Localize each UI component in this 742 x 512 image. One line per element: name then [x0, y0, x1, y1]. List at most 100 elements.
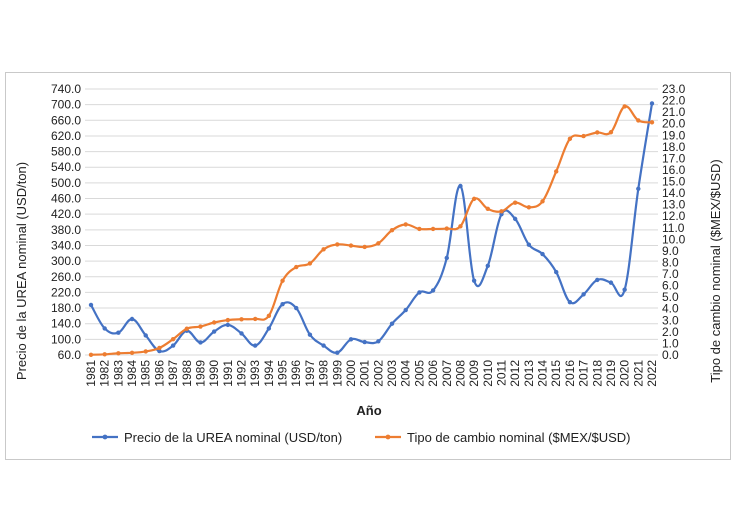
x-tick-label: 2011	[494, 360, 508, 386]
x-tick-label: 1998	[317, 360, 331, 387]
data-point	[403, 307, 408, 313]
data-point	[430, 226, 436, 232]
data-point	[430, 288, 436, 293]
x-tick-label: 1997	[303, 360, 317, 387]
data-point	[280, 278, 285, 283]
y-right-tick-label: 8.0	[662, 255, 679, 269]
data-point	[376, 339, 381, 344]
data-point	[225, 317, 231, 323]
data-point	[608, 130, 614, 135]
y-left-tick-label: 140.0	[51, 317, 81, 331]
x-tick-label: 1993	[248, 360, 262, 387]
x-tick-label: 2016	[563, 360, 577, 387]
y-right-tick-label: 1.0	[662, 336, 679, 350]
data-point	[88, 302, 94, 308]
x-tick-label: 2018	[590, 360, 604, 387]
y-left-tick-label: 300.0	[51, 254, 81, 268]
data-point	[444, 255, 449, 261]
data-point	[170, 336, 176, 342]
y-right-tick-label: 21.0	[662, 105, 686, 119]
y-left-tick-label: 260.0	[51, 270, 81, 284]
x-tick-label: 2021	[631, 360, 645, 387]
data-point	[485, 263, 491, 269]
data-point	[512, 216, 518, 222]
y-right-tick-label: 4.0	[662, 302, 679, 316]
x-tick-label: 1986	[152, 360, 166, 387]
data-point	[458, 183, 463, 189]
x-tick-label: 1999	[330, 360, 344, 387]
data-point	[567, 136, 573, 142]
x-tick-label: 2019	[604, 360, 618, 387]
y-right-tick-label: 11.0	[662, 221, 685, 235]
y-right-tick-label: 9.0	[662, 244, 679, 258]
data-point	[116, 351, 121, 356]
data-point	[485, 206, 491, 212]
x-tick-label: 1982	[98, 360, 112, 387]
data-point	[143, 349, 148, 354]
x-tick-label: 2000	[344, 360, 358, 387]
data-point	[102, 352, 107, 357]
x-tick-label: 1988	[180, 360, 194, 387]
x-tick-label: 1995	[276, 360, 290, 387]
data-point	[157, 345, 162, 351]
legend-label: Tipo de cambio nominal ($MEX/$USD)	[407, 430, 631, 445]
data-point	[307, 261, 313, 266]
data-point	[389, 228, 395, 233]
data-point	[321, 343, 326, 348]
data-point	[458, 224, 463, 229]
data-point	[649, 120, 655, 125]
data-point	[116, 330, 121, 335]
y-right-tick-label: 10.0	[662, 232, 686, 246]
data-point	[595, 130, 600, 135]
y-left-tick-label: 540.0	[51, 160, 81, 174]
data-point	[471, 278, 477, 283]
y-right-tick-label: 13.0	[662, 198, 686, 212]
y-left-tick-label: 620.0	[51, 129, 81, 143]
data-point	[252, 316, 258, 322]
x-tick-label: 2005	[412, 360, 426, 387]
data-point	[280, 301, 285, 307]
data-point	[649, 101, 655, 106]
chart-svg: 60.0100.0140.0180.0220.0260.0300.0340.03…	[14, 82, 723, 445]
data-point	[198, 340, 203, 345]
data-point	[211, 329, 217, 334]
y-left-tick-label: 220.0	[51, 285, 81, 299]
x-tick-label: 2007	[440, 360, 454, 387]
data-point	[581, 133, 586, 139]
data-point	[622, 104, 627, 109]
y-left-tick-label: 340.0	[51, 238, 81, 252]
data-point	[403, 222, 408, 227]
data-point	[636, 118, 641, 123]
legend-marker	[385, 434, 391, 440]
data-point	[198, 324, 203, 329]
data-point	[335, 242, 340, 247]
data-point	[348, 243, 354, 248]
x-tick-label: 2008	[453, 360, 467, 387]
y-left-tick-label: 460.0	[51, 192, 81, 206]
y-right-tick-label: 2.0	[662, 325, 679, 339]
data-point	[540, 251, 545, 257]
data-point	[622, 287, 627, 292]
data-point	[636, 186, 641, 191]
y-left-tick-label: 180.0	[51, 301, 81, 315]
x-tick-label: 2012	[508, 360, 522, 387]
data-point	[225, 322, 231, 328]
y-right-tick-label: 7.0	[662, 267, 679, 281]
data-point	[239, 331, 244, 336]
data-point	[526, 205, 532, 210]
data-point	[512, 200, 518, 205]
x-tick-label: 1992	[235, 360, 249, 387]
x-tick-label: 2003	[385, 360, 399, 387]
y-left-tick-label: 740.0	[51, 82, 81, 96]
y-right-tick-label: 3.0	[662, 313, 679, 327]
y-left-tick-label: 380.0	[51, 223, 81, 237]
x-tick-label: 2004	[399, 360, 413, 387]
x-tick-label: 1991	[221, 360, 235, 387]
chart-frame: 60.0 100.0 140.0 180.0 220.0 260.0 300.0 340.0 3…	[5, 72, 731, 460]
y-left-tick-label: 700.0	[51, 98, 81, 112]
y-axis-right-title: Tipo de cambio nominal ($MEX/$USD)	[708, 159, 723, 383]
x-tick-label: 2020	[618, 360, 632, 387]
data-point	[102, 326, 107, 331]
x-tick-label: 1996	[289, 360, 303, 387]
